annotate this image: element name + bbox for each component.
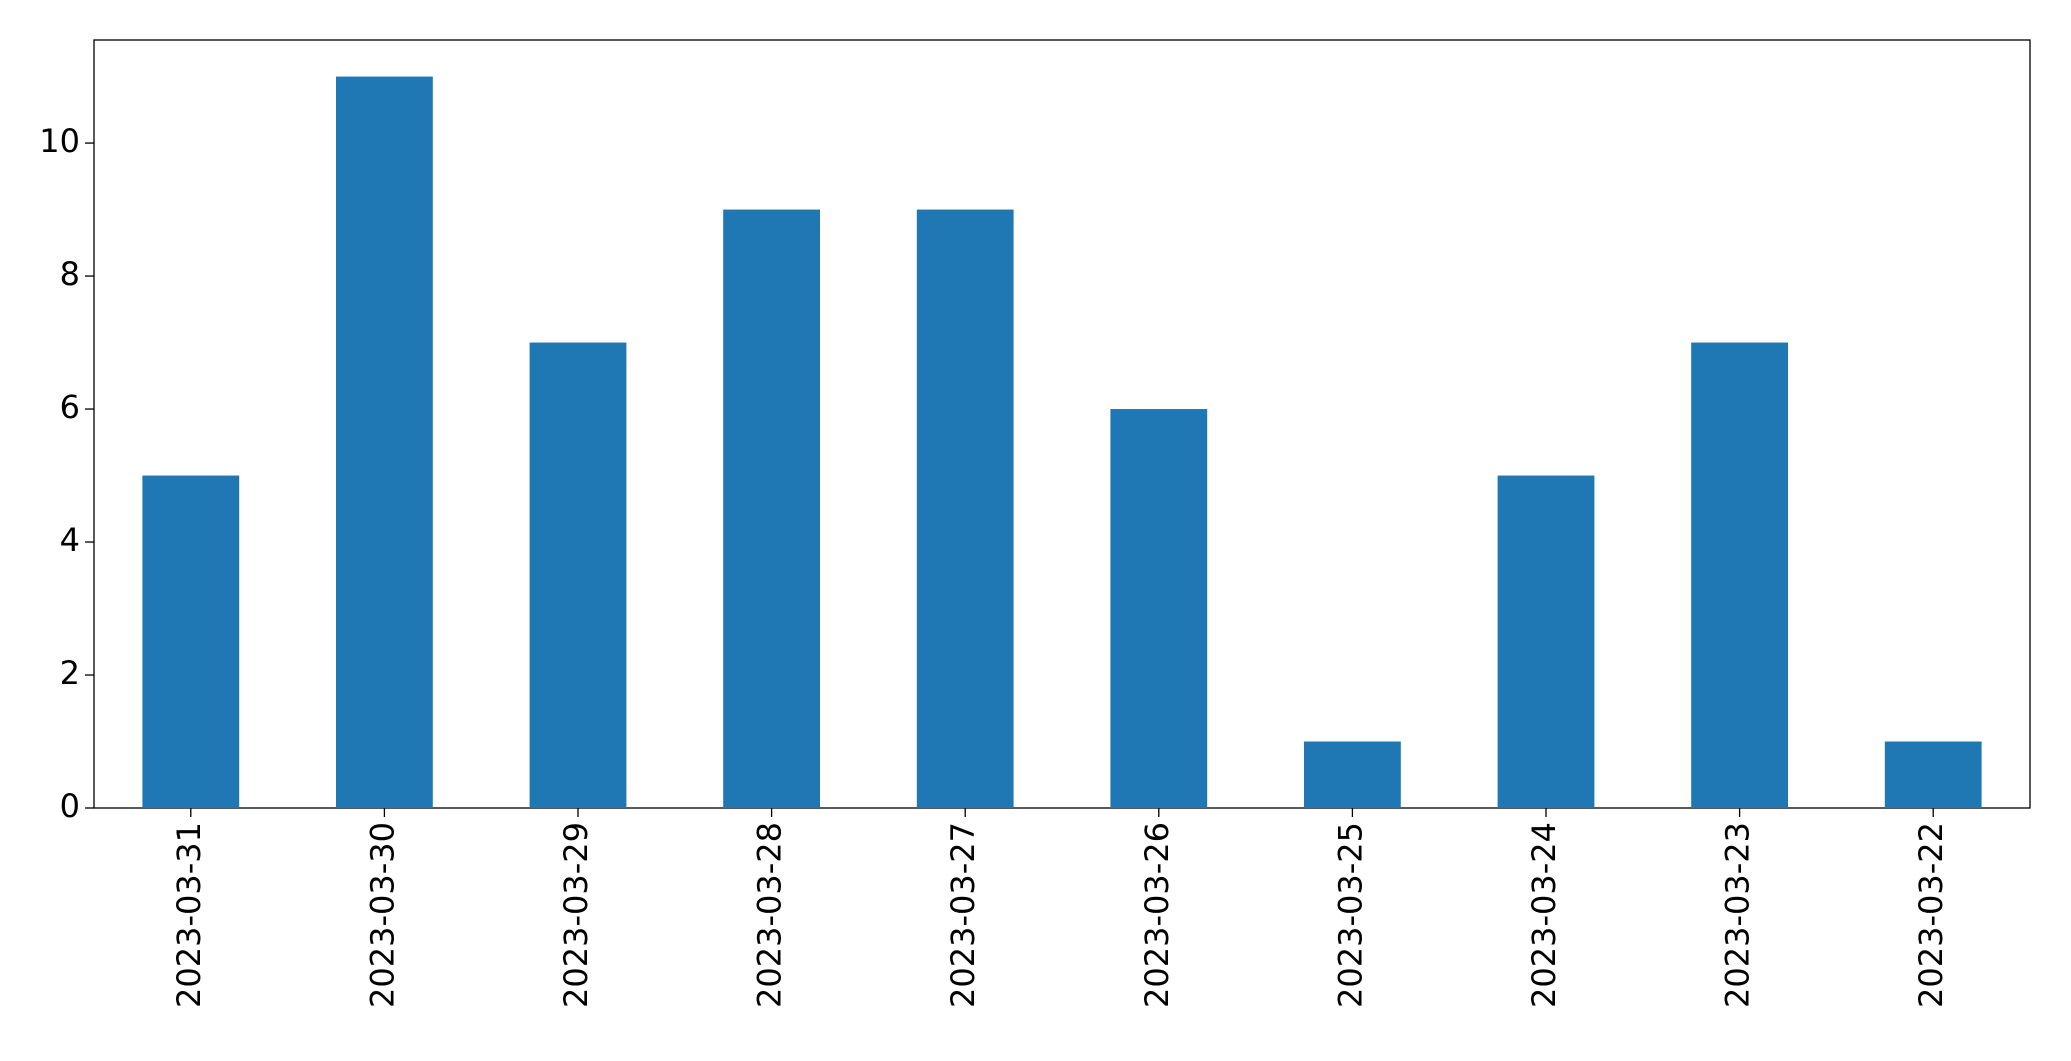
x-tick-label: 2023-03-23 bbox=[1719, 822, 1757, 1008]
bar bbox=[1884, 741, 1982, 808]
y-tick-label: 10 bbox=[39, 122, 80, 160]
bar bbox=[1304, 741, 1401, 808]
bar bbox=[529, 342, 627, 808]
bar bbox=[336, 76, 433, 809]
plot-frame bbox=[93, 39, 2031, 809]
bar bbox=[1691, 342, 1788, 808]
y-tick-label: 4 bbox=[60, 521, 80, 559]
x-tick-label: 2023-03-24 bbox=[1525, 822, 1563, 1008]
x-tick-label: 2023-03-25 bbox=[1331, 822, 1369, 1008]
bar bbox=[916, 209, 1014, 808]
bar bbox=[142, 475, 240, 808]
x-tick-label: 2023-03-22 bbox=[1912, 822, 1950, 1008]
y-tick-label: 8 bbox=[60, 255, 80, 293]
x-tick-label: 2023-03-27 bbox=[944, 822, 982, 1008]
x-tick-label: 2023-03-28 bbox=[751, 822, 789, 1008]
y-tick-label: 6 bbox=[60, 388, 80, 426]
bar bbox=[1110, 409, 1208, 808]
y-tick-label: 0 bbox=[60, 787, 80, 825]
x-tick-label: 2023-03-29 bbox=[557, 822, 595, 1008]
y-tick-label: 2 bbox=[60, 654, 80, 692]
bar bbox=[723, 209, 820, 808]
bar bbox=[1497, 475, 1595, 808]
x-tick-label: 2023-03-26 bbox=[1138, 822, 1176, 1008]
x-tick-label: 2023-03-30 bbox=[363, 822, 401, 1008]
x-tick-label: 2023-03-31 bbox=[170, 822, 208, 1008]
